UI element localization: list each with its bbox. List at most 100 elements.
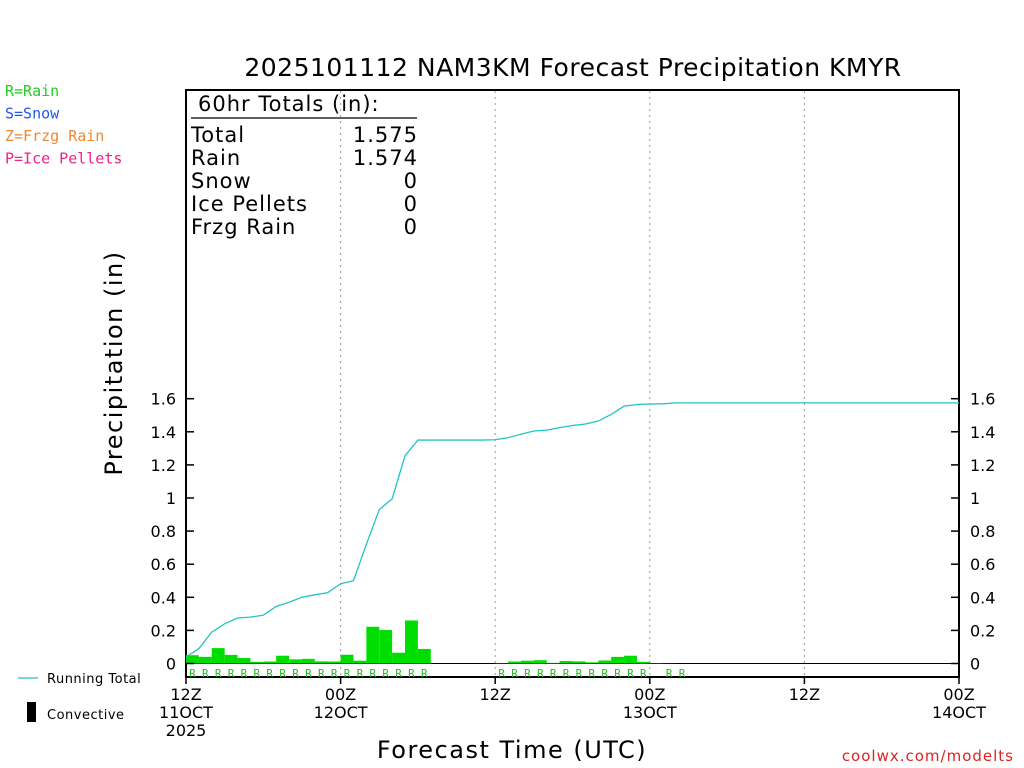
precip-bar	[624, 655, 637, 664]
running-total-line	[185, 402, 959, 658]
y-tick-label-right: 1.6	[970, 390, 995, 409]
totals-box: 60hr Totals (in): Total 1.575 Rain 1.574 Snow…	[190, 92, 418, 239]
precip-bar	[237, 658, 251, 664]
precip-bar	[379, 630, 393, 664]
precip-bar	[405, 620, 418, 664]
rain-type-mark: R	[563, 667, 570, 680]
precip-bar	[636, 661, 650, 664]
precip-bar	[301, 658, 315, 664]
precip-bar	[211, 648, 225, 664]
rain-type-mark: R	[537, 667, 544, 680]
precip-type-legend: R=Rain S=Snow Z=Frzg Rain P=Ice Pellets	[5, 82, 122, 168]
rain-type-mark: R	[189, 667, 196, 680]
rain-type-mark: R	[292, 667, 299, 680]
totals-row-label: Total	[190, 123, 245, 147]
precip-bar	[224, 654, 238, 664]
x-tick-label: 14OCT	[932, 703, 986, 722]
y-tick-label-right: 1	[970, 489, 980, 508]
precip-bar	[186, 655, 199, 664]
precip-bar	[585, 662, 599, 664]
gridlines	[340, 91, 805, 676]
precip-bar	[598, 660, 612, 664]
totals-row-label: Rain	[191, 146, 241, 170]
precip-bar	[276, 655, 290, 664]
y-axis-label: Precipitation (in)	[100, 250, 128, 475]
y-tick-label: 1.6	[151, 390, 176, 409]
precip-bars	[186, 620, 676, 664]
rain-type-mark: R	[666, 667, 673, 680]
totals-row-value: 0	[404, 215, 418, 239]
rain-type-mark: R	[369, 667, 376, 680]
rain-type-mark: R	[318, 667, 325, 680]
precip-bar	[533, 660, 547, 664]
y-tick-label-right: 1.4	[970, 423, 995, 442]
totals-heading: 60hr Totals (in):	[198, 92, 380, 116]
rain-type-mark: R	[601, 667, 608, 680]
totals-row-value: 1.574	[353, 146, 418, 170]
y-axis-left: 0 0.2 0.4 0.6 0.8 1 1.2 1.4 1.6	[151, 390, 194, 674]
precip-type-legend-item: Z=Frzg Rain	[5, 127, 104, 145]
rain-type-mark: R	[498, 667, 505, 680]
rain-type-mark: R	[382, 667, 389, 680]
y-tick-label: 1.4	[151, 423, 176, 442]
precip-bar	[520, 660, 534, 664]
rain-type-mark: R	[241, 667, 248, 680]
totals-row-value: 1.575	[353, 123, 418, 147]
rain-type-mark: R	[254, 667, 261, 680]
totals-row-label: Snow	[191, 169, 252, 193]
chart-title: 2025101112 NAM3KM Forecast Precipitation…	[244, 53, 901, 82]
precip-bar	[289, 659, 302, 664]
totals-row-value: 0	[404, 169, 418, 193]
rain-type-mark: R	[589, 667, 596, 680]
totals-row-value: 0	[404, 192, 418, 216]
rain-type-mark: R	[550, 667, 557, 680]
x-tick-label: 00Z	[634, 685, 665, 704]
y-tick-label: 0	[166, 655, 176, 674]
precip-bar	[353, 660, 367, 664]
rain-type-mark: R	[215, 667, 222, 680]
precip-bar	[263, 661, 277, 664]
convective-legend-label: Convective	[47, 708, 125, 723]
rain-type-mark: R	[576, 667, 583, 680]
x-tick-label: 12OCT	[314, 703, 368, 722]
precip-type-legend-item: S=Snow	[5, 105, 60, 123]
rain-type-mark: R	[679, 667, 686, 680]
y-tick-label-right: 0.8	[970, 522, 995, 541]
convective-legend-swatch	[27, 702, 36, 722]
x-tick-label: 13OCT	[623, 703, 677, 722]
precip-bar	[546, 662, 560, 664]
precip-bar	[508, 661, 521, 664]
x-tick-label: 00Z	[325, 685, 356, 704]
y-tick-label-right: 1.2	[970, 456, 995, 475]
precip-bar	[572, 661, 586, 664]
y-tick-label: 0.2	[151, 621, 176, 640]
rain-type-mark: R	[408, 667, 415, 680]
y-tick-label: 0.8	[151, 522, 176, 541]
totals-row-label: Frzg Rain	[191, 215, 296, 239]
rain-type-mark: R	[640, 667, 647, 680]
rain-type-mark: R	[279, 667, 286, 680]
rain-type-mark: R	[357, 667, 364, 680]
y-tick-label: 1.2	[151, 456, 176, 475]
rain-type-mark: R	[395, 667, 402, 680]
rain-type-mark: R	[614, 667, 621, 680]
x-tick-label: 11OCT	[159, 703, 213, 722]
x-tick-label: 12Z	[480, 685, 511, 704]
precip-type-legend-item: R=Rain	[5, 82, 59, 100]
y-tick-label: 0.6	[151, 555, 176, 574]
running-total-polyline	[185, 402, 959, 658]
precip-bar	[417, 648, 431, 664]
rain-type-mark: R	[524, 667, 531, 680]
rain-type-mark: R	[627, 667, 634, 680]
rain-type-mark: R	[228, 667, 235, 680]
totals-row-label: Ice Pellets	[191, 192, 308, 216]
y-tick-label-right: 0.4	[970, 588, 995, 607]
precip-bar	[611, 656, 625, 664]
rain-type-mark: R	[266, 667, 273, 680]
rain-type-mark: R	[511, 667, 518, 680]
rain-type-mark: R	[202, 667, 209, 680]
precip-bar	[366, 626, 380, 664]
rain-type-mark: R	[331, 667, 338, 680]
